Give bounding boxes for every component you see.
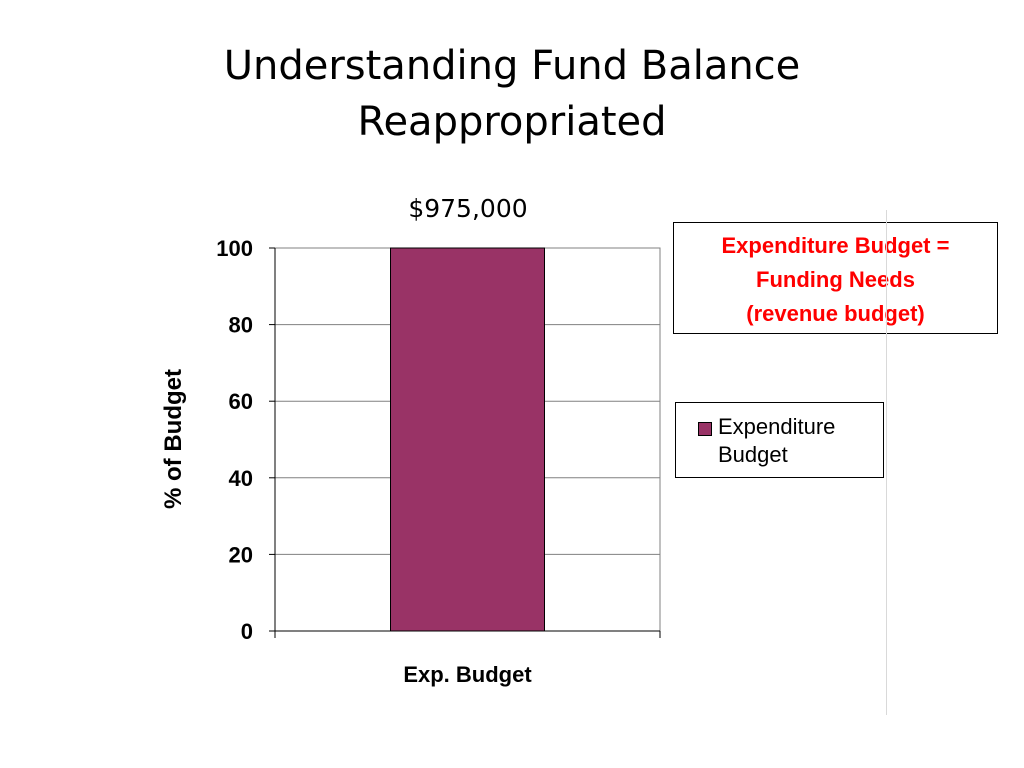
y-tick-label: 60 (229, 389, 253, 414)
callout-line-2: Funding Needs (756, 267, 915, 292)
slide-title-line-1: Understanding Fund Balance (223, 43, 801, 89)
callout-line-3: (revenue budget) (746, 301, 925, 326)
legend-swatch (698, 422, 712, 436)
x-category-label: Exp. Budget (403, 662, 532, 687)
y-axis-title: % of Budget (160, 369, 187, 509)
y-tick-label: 40 (229, 466, 253, 491)
callout-box: Expenditure Budget = Funding Needs (reve… (673, 222, 998, 334)
y-tick-label: 100 (216, 236, 253, 261)
y-tick-label: 80 (229, 313, 253, 338)
legend-entry-label: Expenditure Budget (718, 414, 836, 467)
y-tick-label: 20 (229, 542, 253, 567)
slide-title: Understanding Fund Balance Reappropriate… (112, 38, 912, 150)
callout-line-1: Expenditure Budget = (721, 233, 950, 258)
divider-line (886, 210, 887, 715)
y-tick-label: 0 (241, 619, 253, 644)
chart-legend: Expenditure Budget (675, 402, 884, 478)
bar (390, 247, 545, 632)
slide-title-line-2: Reappropriated (357, 99, 667, 145)
bar-value-label: $975,000 (408, 194, 528, 223)
